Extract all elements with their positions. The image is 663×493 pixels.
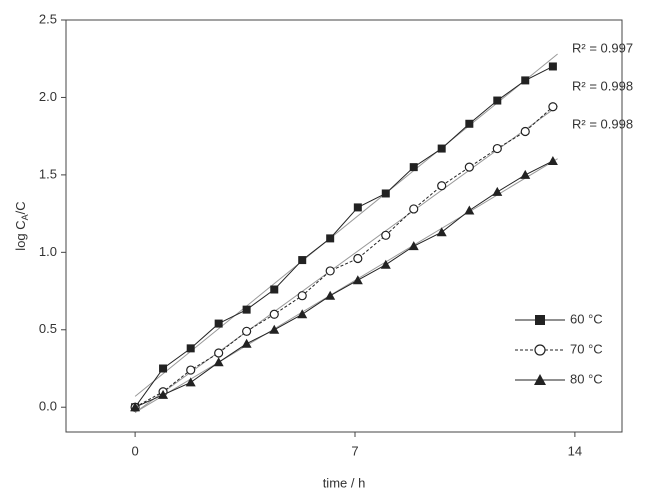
marker bbox=[298, 256, 307, 265]
marker bbox=[380, 259, 391, 269]
marker bbox=[242, 305, 251, 314]
marker bbox=[159, 364, 168, 373]
marker bbox=[326, 234, 335, 243]
marker bbox=[548, 62, 557, 71]
legend-marker bbox=[534, 344, 546, 356]
y-tick-label: 0.5 bbox=[39, 321, 57, 336]
marker bbox=[408, 241, 419, 251]
marker bbox=[158, 389, 169, 399]
marker bbox=[464, 205, 475, 215]
marker bbox=[186, 344, 195, 353]
marker bbox=[242, 326, 252, 336]
y-tick-label: 1.5 bbox=[39, 166, 57, 181]
series-line bbox=[134, 106, 554, 408]
marker bbox=[214, 319, 223, 328]
x-tick-label: 14 bbox=[568, 443, 582, 458]
annotation: R² = 0.998 bbox=[572, 78, 633, 93]
y-tick-label: 1.0 bbox=[39, 244, 57, 259]
marker bbox=[521, 76, 530, 85]
y-tick-label: 2.5 bbox=[39, 11, 57, 26]
marker bbox=[353, 253, 363, 264]
legend-label: 70 °C bbox=[570, 341, 603, 356]
y-axis-label: log CA/C bbox=[13, 201, 30, 250]
marker bbox=[269, 309, 279, 319]
marker bbox=[325, 290, 336, 300]
legend-marker bbox=[535, 315, 545, 325]
marker bbox=[214, 348, 224, 358]
marker bbox=[437, 144, 446, 153]
marker bbox=[464, 162, 474, 172]
fit-line bbox=[134, 53, 558, 397]
marker bbox=[186, 365, 196, 375]
marker bbox=[492, 143, 502, 154]
plot-frame bbox=[65, 19, 623, 433]
x-tick-label: 7 bbox=[351, 443, 358, 458]
marker bbox=[185, 377, 196, 387]
marker bbox=[409, 163, 418, 172]
fit-line bbox=[134, 158, 558, 413]
marker bbox=[241, 338, 252, 348]
marker bbox=[548, 102, 558, 112]
marker bbox=[520, 169, 531, 179]
marker bbox=[270, 285, 279, 294]
series-line bbox=[134, 66, 554, 408]
marker bbox=[325, 266, 335, 276]
y-label-part: /C bbox=[13, 201, 28, 214]
marker bbox=[353, 203, 362, 212]
y-label-sub: A bbox=[20, 214, 30, 220]
marker bbox=[213, 357, 224, 367]
marker bbox=[297, 309, 308, 319]
annotation: R² = 0.997 bbox=[572, 40, 633, 55]
series-line bbox=[134, 160, 554, 408]
x-axis-label: time / h bbox=[323, 475, 366, 490]
marker bbox=[493, 96, 502, 105]
marker bbox=[130, 402, 141, 412]
annotation: R² = 0.998 bbox=[572, 116, 633, 131]
marker bbox=[547, 155, 558, 165]
marker bbox=[520, 126, 530, 137]
marker bbox=[437, 181, 447, 191]
marker bbox=[436, 227, 447, 237]
y-label-part: log C bbox=[13, 220, 28, 250]
fit-line bbox=[134, 105, 558, 413]
legend-marker bbox=[534, 374, 546, 385]
marker bbox=[492, 186, 503, 196]
marker bbox=[269, 324, 280, 334]
marker bbox=[352, 275, 363, 285]
marker bbox=[381, 189, 390, 198]
y-tick-label: 0.0 bbox=[39, 399, 57, 414]
legend-label: 60 °C bbox=[570, 311, 603, 326]
marker bbox=[409, 204, 419, 214]
x-tick-label: 0 bbox=[131, 443, 138, 458]
marker bbox=[381, 230, 391, 240]
legend-label: 80 °C bbox=[570, 371, 603, 386]
marker bbox=[297, 291, 307, 301]
y-tick-label: 2.0 bbox=[39, 89, 57, 104]
marker bbox=[465, 119, 474, 128]
